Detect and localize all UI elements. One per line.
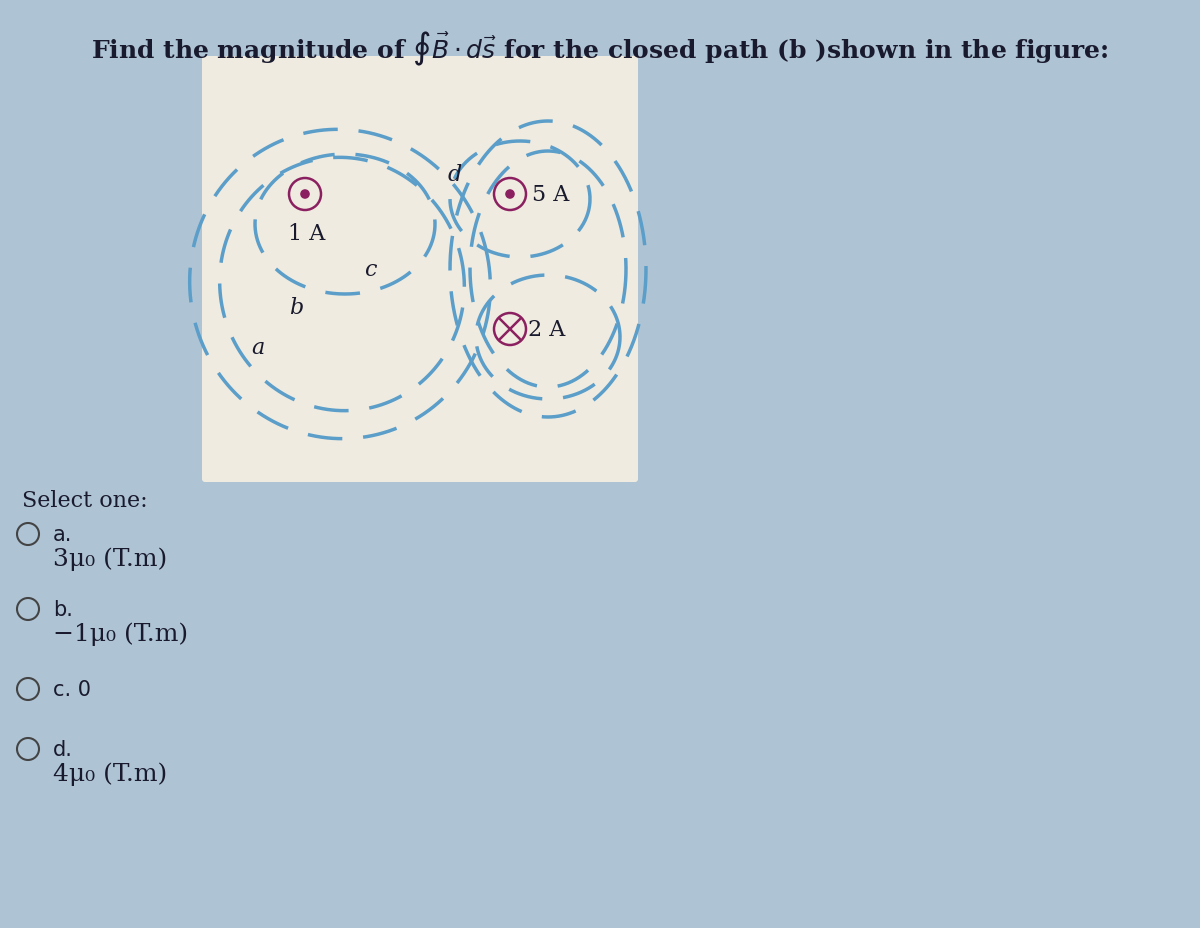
Text: c: c <box>364 259 377 280</box>
Text: d: d <box>448 164 462 186</box>
Text: 2 A: 2 A <box>528 318 565 341</box>
Text: 3μ₀ (T.m): 3μ₀ (T.m) <box>53 547 167 570</box>
Circle shape <box>505 190 515 200</box>
Text: −1μ₀ (T.m): −1μ₀ (T.m) <box>53 622 188 645</box>
Text: a: a <box>251 337 265 358</box>
Text: d.: d. <box>53 740 73 759</box>
Text: a.: a. <box>53 524 72 545</box>
Text: 1 A: 1 A <box>288 223 325 245</box>
Text: Select one:: Select one: <box>22 489 148 511</box>
Text: b.: b. <box>53 599 73 619</box>
Text: 5 A: 5 A <box>532 184 569 206</box>
Text: b: b <box>289 297 304 318</box>
FancyBboxPatch shape <box>202 57 638 483</box>
Circle shape <box>300 190 310 200</box>
Text: 4μ₀ (T.m): 4μ₀ (T.m) <box>53 761 167 785</box>
Text: c. 0: c. 0 <box>53 679 91 699</box>
Text: Find the magnitude of $\oint\vec{B}\cdot d\vec{s}$ for the closed path (b )shown: Find the magnitude of $\oint\vec{B}\cdot… <box>91 30 1109 68</box>
